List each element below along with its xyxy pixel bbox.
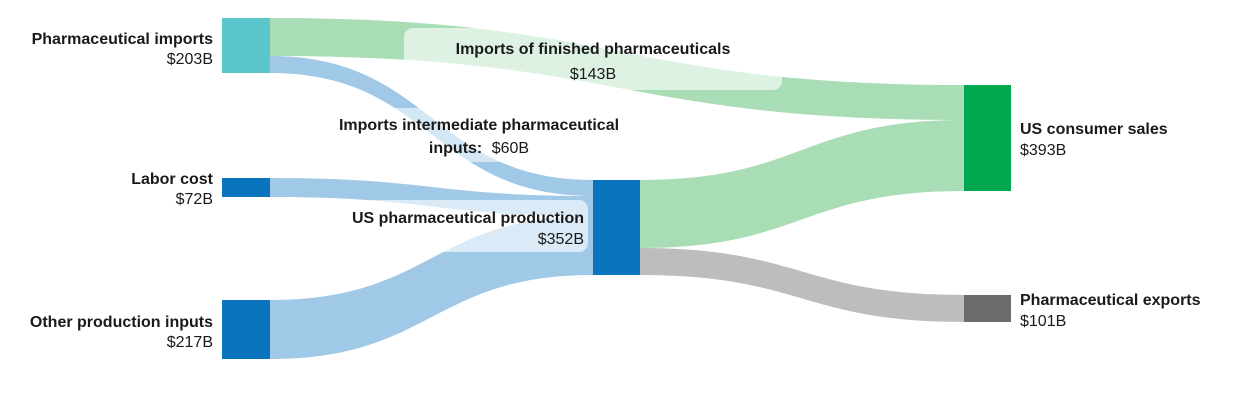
flow-production-to-exports	[640, 248, 964, 322]
other-production-inputs-label: Other production inputs	[30, 314, 213, 331]
us-consumer-sales-label: US consumer sales	[1020, 121, 1168, 138]
pharmaceutical-exports-value: $101B	[1020, 313, 1066, 330]
us-production-label-box	[318, 200, 588, 252]
labor-cost-label: Labor cost	[131, 171, 213, 188]
intermediate-imports-prefix: inputs:	[429, 140, 482, 157]
intermediate-imports-value: $60B	[492, 140, 529, 157]
intermediate-imports-label-line2: inputs: $60B	[429, 140, 529, 157]
pharmaceutical-imports-label: Pharmaceutical imports	[32, 31, 214, 48]
node-labor-cost	[222, 178, 270, 197]
intermediate-imports-label: Imports intermediate pharmaceutical	[339, 117, 619, 134]
other-production-inputs-value: $217B	[167, 334, 213, 351]
pharmaceutical-exports-label: Pharmaceutical exports	[1020, 292, 1201, 309]
pharmaceutical-imports-value: $203B	[167, 51, 213, 68]
labor-cost-value: $72B	[176, 191, 213, 208]
node-pharmaceutical-imports	[222, 18, 270, 73]
node-us-consumer-sales	[964, 85, 1011, 191]
finished-imports-value: $143B	[570, 66, 616, 83]
finished-imports-label-box	[404, 28, 782, 90]
node-pharmaceutical-exports	[964, 295, 1011, 322]
flow-production-to-sales	[640, 120, 964, 248]
finished-imports-label: Imports of finished pharmaceuticals	[456, 41, 731, 58]
node-other-production-inputs	[222, 300, 270, 359]
us-pharmaceutical-production-value: $352B	[538, 231, 584, 248]
node-us-pharmaceutical-production	[593, 180, 640, 275]
us-consumer-sales-value: $393B	[1020, 142, 1066, 159]
us-pharmaceutical-production-label: US pharmaceutical production	[352, 210, 584, 227]
intermediate-imports-label-box	[300, 108, 650, 162]
